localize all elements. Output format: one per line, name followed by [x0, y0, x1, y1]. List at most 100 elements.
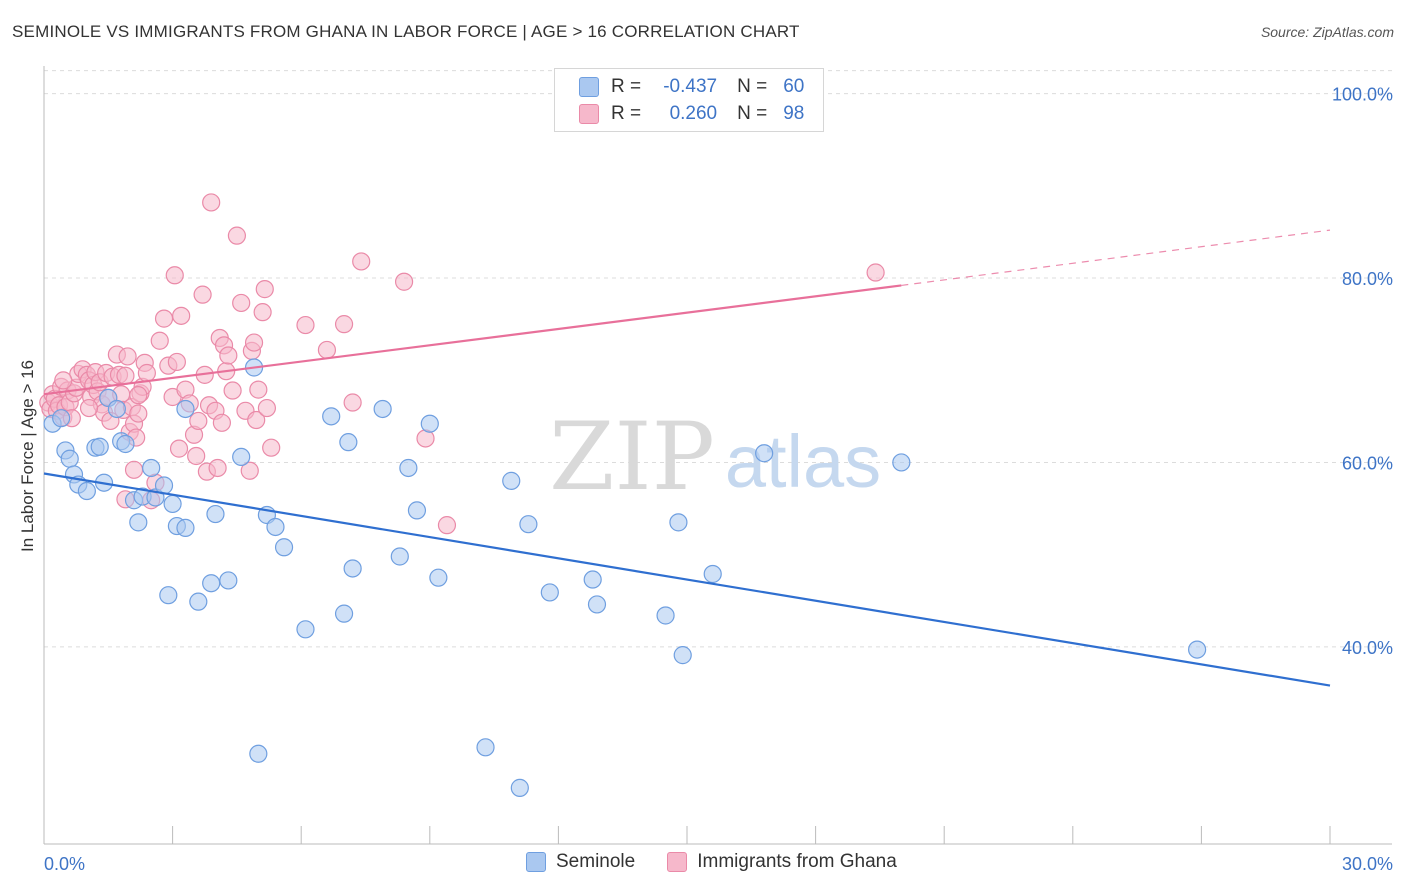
point-ghana	[253, 303, 272, 322]
point-ghana	[172, 306, 191, 325]
series-seminole-points	[43, 358, 1207, 797]
legend-item-seminole[interactable]: Seminole	[526, 851, 635, 873]
point-seminole	[159, 586, 178, 605]
point-ghana	[249, 380, 268, 399]
point-seminole	[274, 538, 294, 557]
point-ghana	[334, 315, 354, 334]
point-seminole	[339, 433, 358, 452]
legend-n-value: 60	[783, 76, 805, 97]
correlation-legend: R = -0.437 N = 60 R = 0.260 N = 98	[554, 68, 824, 132]
legend-r-label: R =	[611, 103, 642, 124]
point-ghana	[54, 371, 73, 390]
point-ghana	[187, 446, 206, 466]
point-seminole	[90, 437, 109, 456]
point-ghana	[129, 386, 148, 405]
point-ghana	[317, 340, 337, 360]
y-tick-label: 100.0%	[1332, 85, 1393, 105]
point-seminole	[176, 518, 195, 537]
watermark-zip: ZIP	[549, 403, 715, 512]
point-seminole	[892, 453, 911, 472]
point-seminole	[407, 501, 427, 520]
point-ghana	[212, 413, 231, 432]
legend-row-seminole: R = -0.437 N = 60	[579, 74, 804, 100]
point-ghana	[169, 439, 189, 458]
point-seminole	[669, 513, 688, 532]
legend-item-ghana[interactable]: Immigrants from Ghana	[667, 851, 897, 873]
point-seminole	[60, 449, 79, 468]
point-ghana	[352, 252, 371, 271]
point-seminole	[334, 604, 354, 623]
point-ghana	[129, 404, 148, 423]
y-tick-label: 60.0%	[1342, 453, 1393, 473]
point-ghana	[116, 366, 135, 385]
point-seminole	[1188, 640, 1207, 659]
trend-line-ghana-extension	[901, 229, 1331, 287]
point-seminole	[266, 517, 285, 537]
point-seminole	[583, 570, 602, 589]
point-seminole	[510, 778, 529, 797]
series-legend: Seminole Immigrants from Ghana	[526, 851, 929, 873]
point-seminole	[142, 458, 161, 478]
point-ghana	[240, 461, 259, 480]
point-ghana	[208, 458, 227, 478]
point-ghana	[296, 315, 315, 335]
point-seminole	[502, 471, 521, 490]
point-ghana	[118, 347, 137, 366]
point-seminole	[390, 547, 409, 566]
y-axis-label: In Labor Force | Age > 16	[18, 360, 37, 552]
legend-swatch-ghana	[667, 852, 688, 872]
point-ghana	[219, 346, 238, 365]
point-ghana	[262, 438, 281, 457]
point-ghana	[189, 411, 208, 431]
point-seminole	[232, 447, 251, 467]
legend-n-value: 98	[783, 103, 805, 124]
grid-lines	[44, 70, 1392, 648]
axes	[43, 66, 1392, 845]
point-ghana	[227, 226, 246, 245]
point-seminole	[249, 744, 268, 763]
legend-n-label: N =	[737, 76, 768, 97]
legend-swatch-ghana	[579, 104, 599, 124]
point-ghana	[343, 393, 362, 412]
tick-labels: 40.0% 60.0% 80.0% 100.0% 0.0% 30.0%	[44, 85, 1393, 874]
point-seminole	[129, 513, 148, 532]
x-tick-label: 0.0%	[44, 854, 85, 874]
legend-label-seminole: Seminole	[556, 851, 636, 872]
point-seminole	[476, 738, 495, 757]
point-ghana	[79, 398, 99, 418]
point-ghana	[223, 381, 242, 400]
legend-n-label: N =	[737, 103, 768, 124]
point-seminole	[52, 409, 71, 428]
trend-lines	[43, 229, 1331, 687]
point-ghana	[137, 363, 156, 383]
point-seminole	[673, 646, 692, 665]
point-seminole	[322, 407, 341, 426]
point-seminole	[755, 444, 774, 463]
point-ghana	[394, 272, 414, 291]
point-ghana	[124, 460, 144, 479]
point-seminole	[343, 559, 362, 578]
point-ghana	[866, 263, 885, 282]
point-seminole	[206, 504, 225, 524]
point-seminole	[373, 399, 392, 419]
point-seminole	[176, 399, 195, 419]
legend-swatch-seminole	[526, 852, 546, 872]
point-seminole	[420, 414, 439, 433]
point-seminole	[163, 494, 182, 514]
point-ghana	[232, 293, 251, 313]
source-label: Source: ZipAtlas.com	[1260, 24, 1394, 40]
point-ghana	[167, 352, 186, 372]
point-seminole	[656, 606, 675, 625]
point-ghana	[165, 266, 184, 285]
legend-row-ghana: R = 0.260 N = 98	[579, 101, 804, 127]
trend-line-ghana	[43, 284, 902, 396]
trend-line-seminole	[43, 472, 1331, 687]
x-tick-label: 30.0%	[1342, 854, 1393, 874]
point-ghana	[257, 398, 277, 418]
point-seminole	[399, 458, 418, 478]
legend-r-value: -0.437	[663, 76, 718, 97]
legend-label-ghana: Immigrants from Ghana	[697, 851, 897, 872]
y-tick-label: 40.0%	[1342, 638, 1393, 658]
point-seminole	[107, 399, 126, 419]
